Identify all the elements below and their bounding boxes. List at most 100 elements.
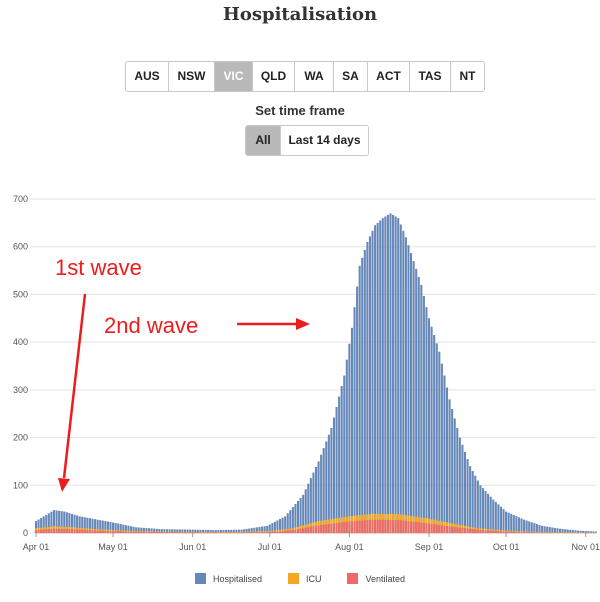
bar-hospitalised: [402, 230, 405, 533]
time-frame-selector: All Last 14 days: [245, 125, 369, 156]
bar-ventilated: [201, 532, 205, 533]
bar-ventilated: [96, 530, 99, 533]
state-button-sa[interactable]: SA: [334, 62, 368, 91]
bar-hospitalised: [582, 530, 585, 533]
bar-ventilated: [245, 532, 248, 533]
state-button-nsw[interactable]: NSW: [169, 62, 215, 91]
state-button-wa[interactable]: WA: [295, 62, 334, 91]
bar-hospitalised: [335, 407, 338, 533]
bar-hospitalised: [291, 507, 294, 533]
chart-title: Hospitalisation: [222, 4, 378, 25]
bar-ventilated: [253, 532, 256, 533]
bar-hospitalised: [453, 418, 456, 533]
bar-ventilated: [294, 529, 297, 533]
bar-hospitalised: [63, 511, 66, 533]
bar-ventilated: [268, 532, 271, 533]
bar-hospitalised: [314, 467, 318, 533]
y-tick-label: 200: [13, 433, 28, 443]
bar-ventilated: [68, 529, 71, 533]
bar-hospitalised: [374, 225, 377, 534]
bar-hospitalised: [307, 483, 310, 533]
time-frame-all-button[interactable]: All: [246, 126, 281, 155]
bar-ventilated: [207, 532, 210, 533]
bar-hospitalised: [551, 527, 554, 533]
bar-ventilated: [178, 532, 181, 533]
bar-ventilated: [512, 531, 515, 533]
bar-hospitalised: [512, 515, 515, 533]
state-button-act[interactable]: ACT: [368, 62, 410, 91]
bar-ventilated: [517, 531, 520, 533]
bar-icu: [266, 531, 269, 533]
bar-ventilated: [484, 530, 487, 533]
bar-hospitalised: [497, 504, 500, 533]
bar-hospitalised: [114, 523, 117, 533]
bar-hospitalised: [230, 529, 233, 533]
x-tick-label: Aug 01: [335, 542, 364, 552]
bar-hospitalised: [207, 529, 210, 533]
bar-ventilated: [81, 529, 84, 533]
x-tick-label: Apr 01: [23, 542, 50, 552]
bar-ventilated: [425, 523, 428, 533]
bar-hospitalised: [204, 529, 207, 533]
bar-hospitalised: [366, 241, 369, 533]
bar-ventilated: [523, 532, 526, 533]
bar-ventilated: [376, 519, 379, 533]
bar-hospitalised: [451, 408, 454, 533]
state-button-nt[interactable]: NT: [459, 69, 476, 83]
time-frame-last-14-days-button[interactable]: Last 14 days: [281, 126, 368, 155]
bar-icu: [258, 531, 261, 533]
bar-hospitalised: [471, 470, 474, 533]
state-button-tas[interactable]: TAS: [410, 62, 451, 91]
bar-hospitalised: [70, 513, 73, 533]
bar-hospitalised: [147, 528, 151, 533]
state-button-qld[interactable]: QLD: [253, 62, 295, 91]
bar-hospitalised: [523, 519, 526, 533]
bar-icu: [556, 532, 559, 533]
bar-icu: [546, 532, 549, 533]
bar-ventilated: [235, 532, 238, 533]
bar-ventilated: [94, 530, 97, 533]
bar-ventilated: [320, 525, 323, 533]
bar-hospitalised: [430, 326, 433, 533]
bar-hospitalised: [489, 496, 492, 533]
x-tick-label: May 01: [98, 542, 128, 552]
bar-icu: [569, 532, 572, 533]
bar-hospitalised: [83, 517, 86, 533]
state-button-vic[interactable]: VIC: [215, 62, 253, 91]
bar-ventilated: [368, 519, 371, 533]
bar-hospitalised: [212, 530, 215, 533]
bar-hospitalised: [181, 529, 184, 533]
hospitalisation-chart: 0 100 200 300 400 500 600 700 Apr 01 May 01 Jun 01…: [13, 194, 600, 552]
bar-hospitalised: [209, 530, 212, 533]
bar-ventilated: [309, 526, 312, 533]
bar-ventilated: [279, 531, 282, 533]
bar-ventilated: [307, 527, 310, 533]
bar-ventilated: [99, 530, 102, 533]
bar-icu: [548, 532, 551, 533]
bar-ventilated: [392, 520, 395, 533]
bar-hospitalised: [266, 525, 269, 533]
bar-ventilated: [451, 526, 454, 533]
bar-ventilated: [189, 532, 192, 533]
bar-ventilated: [289, 530, 292, 533]
bar-icu: [566, 532, 569, 533]
bar-hospitalised: [548, 527, 551, 533]
bar-ventilated: [399, 520, 402, 533]
bar-ventilated: [538, 532, 541, 533]
bar-ventilated: [204, 532, 207, 533]
bar-hospitalised: [397, 218, 400, 533]
state-button-aus[interactable]: AUS: [126, 62, 169, 91]
bar-ventilated: [479, 529, 482, 533]
bar-ventilated: [476, 529, 479, 533]
bar-hospitalised: [86, 517, 89, 533]
legend-swatch-hospitalised: [194, 573, 206, 584]
bar-hospitalised: [569, 529, 572, 533]
bar-hospitalised: [410, 253, 413, 533]
bar-hospitalised: [135, 527, 138, 533]
bar-ventilated: [533, 532, 536, 533]
bar-ventilated: [140, 531, 143, 533]
bar-ventilated: [86, 530, 89, 533]
bar-ventilated: [209, 532, 212, 533]
bar-hospitalised: [183, 529, 187, 533]
bar-ventilated: [153, 531, 156, 533]
